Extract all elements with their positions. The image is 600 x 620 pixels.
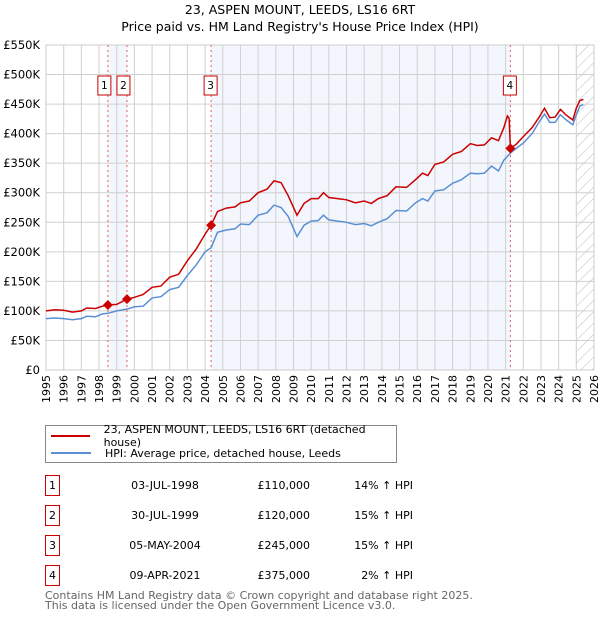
- sale-label: 1: [101, 80, 108, 92]
- y-tick-label: £50K: [11, 333, 41, 347]
- series-line: [45, 103, 584, 321]
- y-tick-label: £400K: [3, 127, 40, 141]
- sale-price: £110,000: [257, 479, 311, 492]
- y-tick-label: £200K: [3, 245, 40, 259]
- sale-label-box: [502, 75, 517, 96]
- sale-label: 2: [120, 80, 127, 92]
- sale-price: £245,000: [257, 539, 311, 552]
- y-tick-label: £100K: [3, 304, 40, 318]
- x-tick-label: 2009: [287, 375, 300, 403]
- x-tick-label: 1997: [75, 375, 88, 403]
- series-line: [45, 98, 584, 313]
- x-tick-label: 2022: [517, 375, 530, 403]
- sale-label-box: [116, 75, 131, 96]
- x-tick-label: 2003: [181, 375, 194, 403]
- y-tick-label: £500K: [3, 68, 40, 82]
- legend-swatch-blue: [51, 452, 91, 454]
- sale-price: £375,000: [257, 569, 311, 582]
- sale-label: 4: [507, 80, 514, 92]
- x-tick-label: 2016: [411, 375, 424, 403]
- sale-date: 30-JUL-1999: [131, 509, 199, 522]
- sale-point: [121, 294, 132, 305]
- sale-hpi-diff: 14% ↑ HPI: [354, 479, 413, 492]
- legend-label: 23, ASPEN MOUNT, LEEDS, LS16 6RT (detach…: [103, 423, 366, 449]
- sale-date: 05-MAY-2004: [129, 539, 201, 552]
- legend: 23, ASPEN MOUNT, LEEDS, LS16 6RT (detach…: [45, 423, 397, 463]
- x-tick-label: 2002: [164, 375, 177, 403]
- sale-number: 4: [45, 565, 60, 586]
- y-tick-label: £300K: [3, 186, 40, 200]
- sale-number: 1: [45, 475, 60, 496]
- sale-hpi-diff: 2% ↑ HPI: [361, 569, 413, 582]
- x-tick-label: 2005: [217, 375, 230, 403]
- x-tick-label: 2020: [482, 375, 495, 403]
- sale-label-box: [97, 75, 112, 96]
- footer-copyright: Contains HM Land Registry data © Crown c…: [45, 589, 473, 602]
- sale-number: 2: [45, 505, 60, 526]
- footer-licence: This data is licensed under the Open Gov…: [45, 599, 396, 612]
- legend-label: HPI: Average price, detached house, Leed…: [105, 446, 341, 460]
- x-tick-label: 2024: [553, 375, 566, 403]
- chart-subtitle: Price paid vs. HM Land Registry's House …: [121, 19, 479, 34]
- forecast-hatch: [576, 45, 594, 370]
- y-tick-label: £350K: [3, 156, 40, 170]
- x-tick-label: 2017: [429, 375, 442, 403]
- x-tick-label: 2010: [305, 375, 318, 403]
- x-tick-label: 2021: [500, 375, 513, 403]
- sale-date: 09-APR-2021: [129, 569, 201, 582]
- x-tick-label: 2011: [323, 375, 336, 403]
- sale-point: [102, 300, 113, 310]
- sale-label: 3: [207, 80, 214, 92]
- chart-title: 23, ASPEN MOUNT, LEEDS, LS16 6RT: [184, 2, 416, 17]
- y-tick-label: £550K: [3, 38, 40, 52]
- sale-date: 03-JUL-1998: [131, 479, 199, 492]
- x-tick-label: 2019: [464, 375, 477, 403]
- shaded-period: [107, 45, 127, 370]
- sale-price: £120,000: [257, 509, 311, 522]
- x-tick-label: 2001: [146, 375, 159, 403]
- y-tick-label: £0: [25, 363, 40, 377]
- y-tick-label: £250K: [3, 215, 40, 229]
- sale-hpi-diff: 15% ↑ HPI: [354, 539, 413, 552]
- legend-item-property: 23, ASPEN MOUNT, LEEDS, LS16 6RT (detach…: [46, 423, 396, 449]
- shaded-period: [211, 45, 511, 370]
- legend-item-hpi: HPI: Average price, detached house, Leed…: [46, 445, 341, 461]
- plot-frame: [45, 44, 595, 371]
- x-tick-label: 2018: [447, 375, 460, 403]
- x-tick-label: 2015: [394, 375, 407, 403]
- x-tick-label: 2000: [128, 375, 141, 403]
- x-tick-label: 2014: [376, 375, 389, 403]
- sale-point: [206, 220, 217, 231]
- sale-row: 2 30-JUL-1999 £120,000 15% ↑ HPI: [45, 505, 465, 526]
- sale-row: 3 05-MAY-2004 £245,000 15% ↑ HPI: [45, 535, 465, 556]
- sale-point: [505, 143, 516, 154]
- x-tick-label: 1996: [58, 375, 71, 403]
- x-tick-label: 2007: [252, 375, 265, 403]
- x-tick-label: 1995: [40, 375, 53, 403]
- y-tick-label: £150K: [3, 274, 40, 288]
- x-tick-label: 2025: [570, 375, 583, 403]
- x-tick-label: 2008: [270, 375, 283, 403]
- price-chart: 1995 1996 1997 1998 1999 2000 2001 2002 2003 2004…: [3, 38, 600, 403]
- x-tick-label: 1999: [111, 375, 124, 403]
- x-tick-label: 2023: [535, 375, 548, 403]
- x-tick-label: 2012: [341, 375, 354, 403]
- sale-hpi-diff: 15% ↑ HPI: [354, 509, 413, 522]
- x-tick-label: 2026: [588, 375, 600, 403]
- y-tick-label: £450K: [3, 97, 40, 111]
- sale-number: 3: [45, 535, 60, 556]
- sale-label-box: [203, 75, 218, 96]
- sale-row: 4 09-APR-2021 £375,000 2% ↑ HPI: [45, 565, 465, 586]
- sale-row: 1 03-JUL-1998 £110,000 14% ↑ HPI: [45, 475, 465, 496]
- x-tick-label: 2013: [358, 375, 371, 403]
- x-tick-label: 1998: [93, 375, 106, 403]
- x-tick-label: 2006: [234, 375, 247, 403]
- x-tick-label: 2004: [199, 375, 212, 403]
- legend-swatch-red: [51, 435, 90, 437]
